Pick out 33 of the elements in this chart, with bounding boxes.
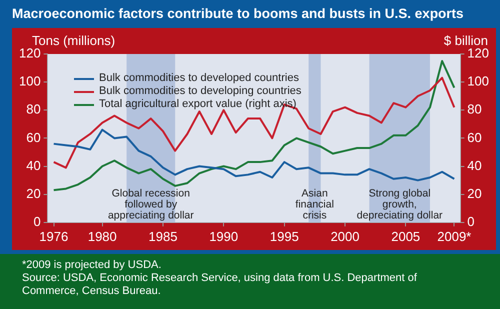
y2-tick-label: 0 (467, 214, 475, 229)
x-tick-label: 1985 (148, 228, 178, 244)
y2-tick-label: 120 (467, 46, 490, 61)
y-tick-label: 20 (26, 186, 41, 201)
y2-tick-label: 80 (467, 102, 482, 117)
x-tick-label: 2009* (437, 228, 472, 244)
band-label: Strong global growth, depreciating dollar (356, 187, 444, 222)
y-tick-label: 60 (26, 130, 41, 145)
y-tick-label: 80 (26, 102, 41, 117)
y-tick-label: 120 (18, 46, 41, 61)
x-tick-label: 2005 (391, 228, 420, 244)
y-tick-label: 100 (18, 74, 41, 89)
x-tick-label: 2000 (330, 228, 360, 244)
x-tick-label: 1980 (88, 228, 117, 244)
y2-tick-label: 20 (467, 186, 482, 201)
y-tick-label: 0 (33, 214, 41, 229)
y-tick-label: 40 (26, 158, 41, 173)
x-tick-label: 1990 (209, 228, 238, 244)
y2-axis-title: $ billion (444, 33, 488, 48)
y2-tick-label: 100 (467, 74, 490, 89)
legend-label: Bulk commodities to developed countries (99, 72, 299, 85)
legend-label: Total agricultural export value (right axis) (99, 98, 296, 111)
chart-title: Macroeconomic factors contribute to booms and busts in U.S. exports (12, 6, 464, 21)
x-tick-label: 1995 (270, 228, 299, 244)
band-label: Global recession followed by appreciating dollar (108, 187, 194, 222)
text: *2009 is projected by USDA. (22, 259, 162, 272)
x-tick-label: 1976 (39, 228, 68, 244)
source-note: Source: USDA, Economic Research Service, using data from U.S. Department of Commerce, Census Bureau. (22, 272, 418, 298)
legend-label: Bulk commodities to developing countries (99, 85, 302, 98)
band-label: Asian financial crisis (295, 187, 334, 222)
y2-tick-label: 40 (467, 158, 482, 173)
y2-tick-label: 60 (467, 130, 482, 145)
y-axis-title: Tons (millions) (32, 33, 116, 48)
